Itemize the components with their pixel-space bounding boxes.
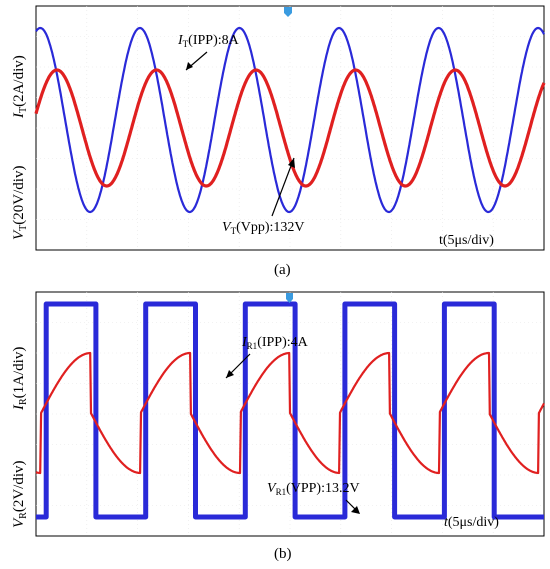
trigger-marker-b [286, 293, 293, 303]
series-A-trace [35, 351, 545, 475]
panel-a-ylabel-current: IT(2A/div) [11, 55, 29, 119]
series-A-trace [35, 26, 545, 214]
panel-a-ylabel-voltage: VT(20V/div) [11, 166, 29, 240]
panel-b-ylabel-current: IR(1A/div) [11, 347, 29, 411]
panel-b-caption: (b) [274, 546, 292, 562]
panel-b-xlabel: t(5μs/div) [444, 515, 499, 530]
series-V-trace [36, 301, 544, 520]
panel-b-ylabel-voltage: VR(2V/div) [11, 460, 29, 528]
panel-b-current-arrowhead [226, 370, 234, 378]
panel-b-current-annotation: IR1(IPP):4A [241, 335, 309, 351]
panel-a-current-annotation: IT(IPP):8A [177, 33, 240, 49]
panel-a-current-arrowhead [186, 62, 193, 70]
panel-a-voltage-arrow [271, 157, 295, 217]
panel-a-voltage-arrowhead [288, 158, 295, 168]
panel-a-voltage-annotation: VT(Vpp):132V [222, 220, 305, 236]
panel-a-traces [34, 26, 546, 214]
panel-b-traces [35, 301, 545, 520]
trigger-marker-a [284, 7, 292, 17]
panel-a-grid [36, 6, 544, 250]
panel-a-xlabel: t(5μs/div) [439, 233, 494, 248]
series-V-trace [34, 68, 546, 188]
panel-b-voltage-arrowhead [351, 506, 360, 514]
panel-a-caption: (a) [274, 262, 291, 278]
panel-b-voltage-annotation: VR1(VPP):13.2V [267, 481, 360, 497]
